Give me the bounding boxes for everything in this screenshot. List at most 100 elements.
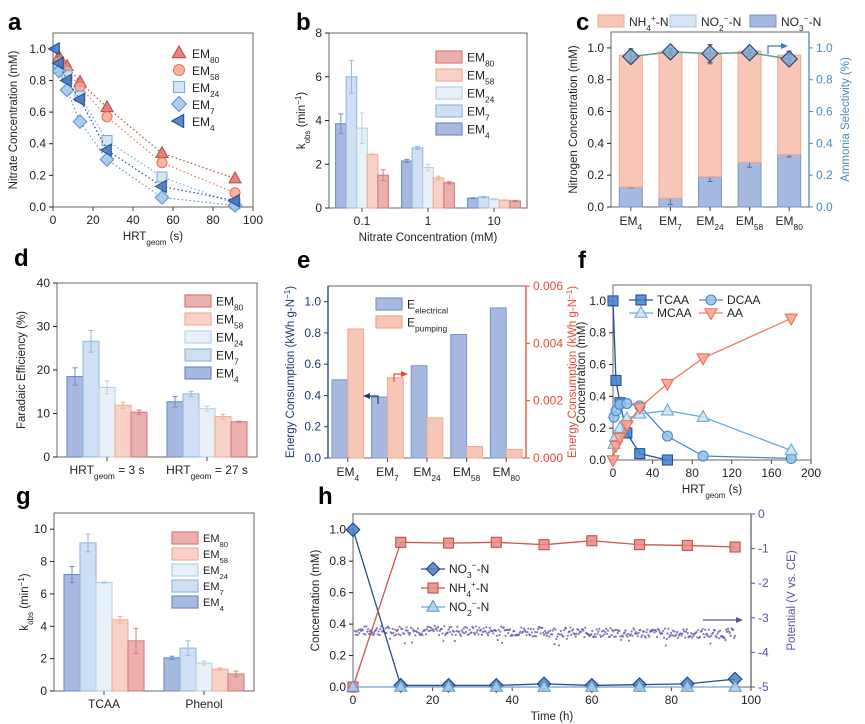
potential-point	[388, 627, 391, 630]
legend-label: NO3−-N	[781, 13, 821, 33]
potential-point	[728, 631, 731, 635]
legend-swatch	[184, 294, 212, 308]
y-axis-label: Faradaic Efficiency (%)	[16, 311, 28, 429]
x-tick-label: 80	[665, 693, 679, 707]
y-tick-label: 0.0	[304, 451, 321, 465]
legend-swatch	[597, 14, 625, 28]
legend-swatch	[184, 348, 212, 362]
selectivity-point	[661, 43, 680, 61]
potential-point	[618, 629, 621, 632]
potential-point	[692, 634, 695, 637]
potential-point	[506, 628, 509, 631]
legend-swatch	[435, 104, 463, 118]
potential-point	[573, 633, 576, 636]
potential-point	[733, 636, 736, 640]
potential-point	[727, 630, 730, 633]
potential-point	[541, 626, 544, 630]
y-tick-label: 0.2	[816, 168, 833, 182]
data-point	[612, 432, 627, 446]
potential-point	[468, 628, 471, 631]
potential-point	[430, 626, 433, 629]
x-tick-label: 20	[86, 213, 100, 227]
potential-point	[497, 628, 500, 631]
potential-point	[596, 632, 599, 635]
right-axis-arrow-head	[401, 371, 408, 377]
potential-point	[529, 634, 532, 637]
y-axis-label: Energy Consumption (kWh g-N−1)	[283, 286, 298, 458]
legend-label: EM4	[467, 123, 490, 141]
potential-point	[669, 631, 673, 634]
potential-point	[536, 627, 540, 631]
y-tick-label: -3	[758, 611, 769, 625]
data-point	[47, 41, 60, 56]
potential-point	[480, 633, 484, 636]
y-tick-label: -4	[758, 645, 769, 659]
potential-point	[446, 631, 449, 634]
potential-point	[385, 631, 388, 635]
potential-point	[364, 633, 367, 636]
potential-point	[431, 628, 435, 631]
potential-point	[384, 627, 387, 630]
potential-point	[394, 628, 397, 631]
potential-point	[563, 628, 566, 632]
potential-point	[718, 637, 721, 640]
potential-point	[610, 634, 613, 637]
data-point	[584, 679, 599, 692]
potential-point	[463, 632, 466, 635]
y-tick-label: 0.8	[816, 73, 833, 87]
y-axis-label: Nitrate Concentration (mM)	[8, 50, 20, 189]
plot-frame	[53, 512, 255, 692]
potential-point	[405, 626, 408, 629]
potential-point	[613, 635, 616, 638]
potential-point	[635, 632, 639, 635]
y-tick-label: 0	[758, 507, 765, 521]
potential-point	[624, 629, 627, 632]
legend-marker	[425, 561, 441, 577]
potential-point	[583, 635, 586, 639]
y-tick-label: 10	[34, 522, 48, 536]
potential-point	[551, 629, 554, 632]
x-tick-label: 0	[610, 466, 617, 480]
potential-point	[361, 629, 364, 632]
potential-point	[376, 633, 379, 636]
potential-point	[543, 633, 546, 636]
potential-point	[392, 631, 395, 635]
legend-label: NO2−-N	[701, 13, 741, 33]
data-point	[51, 56, 64, 70]
potential-point	[625, 633, 628, 637]
potential-point	[696, 636, 699, 639]
stacked-bar-segment	[698, 53, 722, 178]
legend-swatch	[171, 595, 199, 609]
potential-point	[641, 634, 644, 637]
bar-left	[331, 379, 349, 459]
x-tick-label: 1	[425, 214, 432, 228]
potential-point	[726, 630, 729, 633]
potential-point	[683, 630, 686, 633]
y2-axis-label: Ammonia Selectivity (%)	[840, 57, 852, 182]
potential-point	[517, 634, 520, 637]
right-axis-arrow-head	[736, 617, 743, 623]
potential-point	[719, 629, 722, 632]
potential-point	[354, 633, 357, 636]
y-tick-label: 0.0	[589, 453, 606, 467]
potential-point	[653, 631, 656, 634]
potential-point	[591, 629, 594, 632]
potential-point	[414, 634, 417, 637]
data-point	[101, 111, 113, 123]
x-tick-label: 80	[686, 466, 700, 480]
y-tick-label: 0.2	[329, 649, 346, 663]
potential-point	[429, 629, 432, 632]
potential-point	[538, 626, 541, 629]
potential-point	[631, 634, 634, 637]
x-tick-label: EM24	[413, 465, 441, 483]
stacked-bar-segment	[737, 161, 762, 208]
potential-point	[608, 635, 611, 638]
panel-label-a: a	[8, 9, 22, 36]
panel-label-h: h	[318, 483, 333, 510]
potential-point	[460, 629, 463, 632]
y-tick-label: 0.000	[533, 451, 563, 465]
x-axis-label: HRTgeom (s)	[682, 484, 742, 500]
potential-point	[648, 635, 651, 638]
potential-point	[511, 634, 514, 637]
